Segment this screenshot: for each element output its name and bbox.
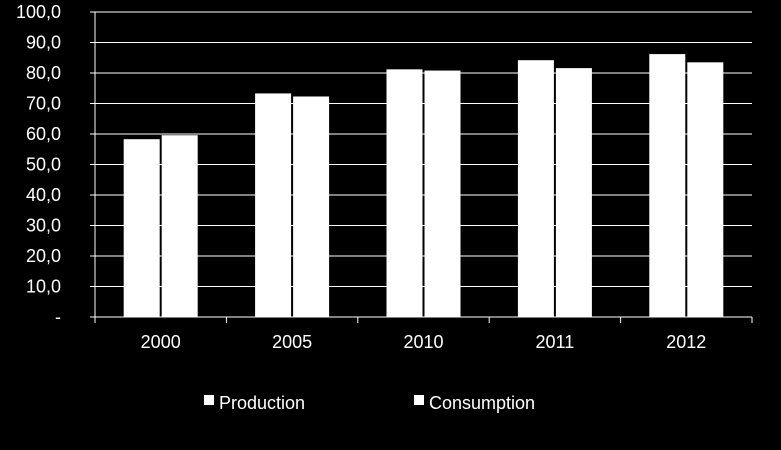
x-tick-label: 2000 (141, 332, 181, 352)
y-tick-label: 20,0 (26, 246, 61, 266)
bar-consumption-2012 (687, 62, 724, 318)
legend-swatch-consumption (414, 395, 424, 405)
bar-consumption-2005 (293, 96, 330, 317)
x-tick-label: 2010 (403, 332, 443, 352)
x-tick-label: 2011 (536, 332, 575, 352)
legend-label-consumption: Consumption (429, 393, 535, 413)
bar-consumption-2000 (161, 135, 198, 317)
bar-consumption-2011 (555, 68, 592, 318)
gridlines (95, 11, 752, 287)
x-tick-label: 2012 (666, 332, 706, 352)
y-tick-label: 90,0 (26, 33, 61, 53)
x-axis: 2000 2005 2010 2011 2012 (94, 316, 753, 352)
y-tick-label: 80,0 (26, 63, 61, 83)
y-tick-label: - (55, 307, 61, 327)
y-tick-label: 60,0 (26, 124, 61, 144)
legend-label-production: Production (219, 393, 305, 413)
y-tick-label: 100,0 (16, 2, 61, 22)
bar-production-2012 (649, 54, 686, 318)
y-tick-label: 10,0 (26, 277, 61, 297)
y-tick-label: 70,0 (26, 94, 61, 114)
y-axis: - 10,0 20,0 30,0 40,0 50,0 60,0 70,0 80,0 90,0 100… (16, 2, 96, 327)
bar-production-2011 (517, 60, 554, 317)
y-tick-label: 30,0 (26, 216, 61, 236)
bar-production-2000 (123, 139, 160, 317)
bar-production-2005 (255, 93, 292, 317)
bar-production-2010 (386, 69, 423, 317)
legend: Production Consumption (204, 393, 535, 413)
bars (123, 54, 724, 318)
y-tick-label: 50,0 (26, 155, 61, 175)
bar-consumption-2010 (424, 70, 461, 317)
x-tick-label: 2005 (272, 332, 312, 352)
legend-swatch-production (204, 395, 214, 405)
y-tick-label: 40,0 (26, 185, 61, 205)
